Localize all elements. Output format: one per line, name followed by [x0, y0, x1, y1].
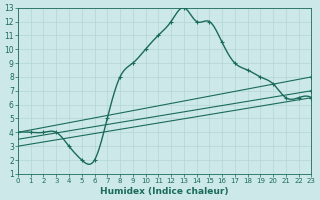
X-axis label: Humidex (Indice chaleur): Humidex (Indice chaleur)	[100, 187, 229, 196]
